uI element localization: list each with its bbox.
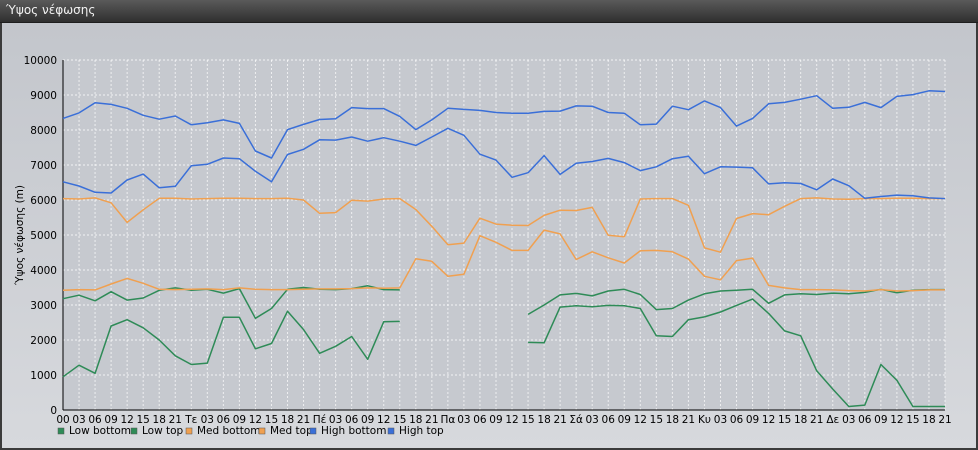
series-line-high-top: [62, 90, 946, 159]
y-tick-label: 0: [50, 405, 57, 417]
x-tick-label: 12: [634, 414, 647, 426]
x-tick-label: 03: [714, 414, 727, 426]
x-tick-label: 15: [265, 414, 278, 426]
legend-label: Med bottom: [197, 425, 261, 437]
x-tick-label: 15: [778, 414, 791, 426]
x-tick-label: 18: [666, 414, 679, 426]
series-line-low-bottom: [62, 298, 945, 408]
x-tick-label: 09: [874, 414, 887, 426]
x-tick-label: 18: [922, 414, 935, 426]
legend-swatch: [130, 427, 138, 435]
x-tick-label: 21: [938, 414, 951, 426]
y-tick-label: 5000: [30, 230, 57, 242]
x-tick-label: 21: [682, 414, 695, 426]
y-tick-label: 9000: [30, 90, 57, 102]
x-tick-label: 06: [217, 414, 231, 426]
legend-swatch: [387, 427, 395, 435]
x-tick-label: 21: [297, 414, 310, 426]
x-tick-label: 18: [153, 414, 166, 426]
x-tick-label: 12: [505, 414, 518, 426]
x-tick-label: 06: [473, 414, 487, 426]
legend-label: High top: [399, 425, 444, 437]
legend-label: Low bottom: [69, 425, 131, 437]
x-tick-label: 09: [618, 414, 631, 426]
x-tick-label: 09: [746, 414, 759, 426]
legend-label: Low top: [142, 425, 184, 437]
x-tick-label: 09: [361, 414, 374, 426]
y-tick-label: 7000: [30, 160, 57, 172]
x-tick-label: 09: [104, 414, 117, 426]
x-tick-label: 12: [762, 414, 775, 426]
y-tick-label: 4000: [30, 265, 57, 277]
legend-label: Med top: [270, 425, 313, 437]
y-tick-label: 10000: [24, 55, 57, 67]
x-tick-label: 12: [377, 414, 390, 426]
x-tick-label: 09: [489, 414, 502, 426]
window-title: Ύψος νέφωσης: [6, 3, 96, 17]
x-tick-label: 21: [810, 414, 823, 426]
x-tick-label: 03: [457, 414, 470, 426]
x-tick-label: 18: [409, 414, 422, 426]
legend-swatch: [185, 427, 193, 435]
legend-swatch: [309, 427, 317, 435]
x-tick-label: 12: [120, 414, 133, 426]
x-tick-label: 15: [906, 414, 919, 426]
x-tick-label: 06: [730, 414, 744, 426]
legend-label: High bottom: [321, 425, 386, 437]
x-tick-label: 18: [281, 414, 294, 426]
legend-swatch: [258, 427, 266, 435]
x-tick-label: Πέ: [313, 414, 327, 426]
y-tick-label: 2000: [30, 335, 57, 347]
x-tick-label: 21: [425, 414, 438, 426]
x-tick-label: Δε: [826, 414, 839, 426]
x-tick-label: 00: [56, 414, 69, 426]
x-tick-label: 09: [233, 414, 246, 426]
x-tick-label: 18: [794, 414, 807, 426]
x-tick-label: 06: [602, 414, 616, 426]
x-tick-label: Πα: [440, 414, 455, 426]
x-tick-label: 06: [88, 414, 102, 426]
x-tick-label: 03: [201, 414, 214, 426]
x-tick-label: Σά: [569, 414, 583, 426]
x-tick-label: 12: [249, 414, 262, 426]
x-tick-label: 15: [521, 414, 534, 426]
x-tick-label: 18: [537, 414, 550, 426]
x-tick-label: Κυ: [698, 414, 711, 426]
y-axis-label: Ύψος νέφωσης (m): [14, 185, 26, 286]
x-tick-label: 21: [553, 414, 566, 426]
title-bar: Ύψος νέφωσης: [0, 0, 978, 23]
x-tick-label: 15: [650, 414, 663, 426]
legend-swatch: [57, 427, 65, 435]
y-tick-label: 1000: [30, 370, 57, 382]
x-tick-label: 06: [345, 414, 359, 426]
series-line-high-bottom: [62, 127, 946, 200]
y-tick-label: 8000: [30, 125, 57, 137]
x-tick-label: 03: [72, 414, 85, 426]
series-line-med-bottom: [62, 229, 945, 292]
x-tick-label: 03: [329, 414, 342, 426]
y-tick-label: 3000: [30, 300, 57, 312]
x-tick-label: 06: [858, 414, 872, 426]
x-tick-label: 21: [169, 414, 182, 426]
y-tick-label: 6000: [30, 195, 57, 207]
x-tick-label: 15: [393, 414, 406, 426]
x-tick-label: 12: [890, 414, 903, 426]
x-tick-label: 15: [136, 414, 149, 426]
x-tick-label: 03: [586, 414, 599, 426]
x-tick-label: 03: [842, 414, 855, 426]
series-line-med-top: [62, 197, 945, 253]
x-tick-label: Τε: [184, 414, 197, 426]
